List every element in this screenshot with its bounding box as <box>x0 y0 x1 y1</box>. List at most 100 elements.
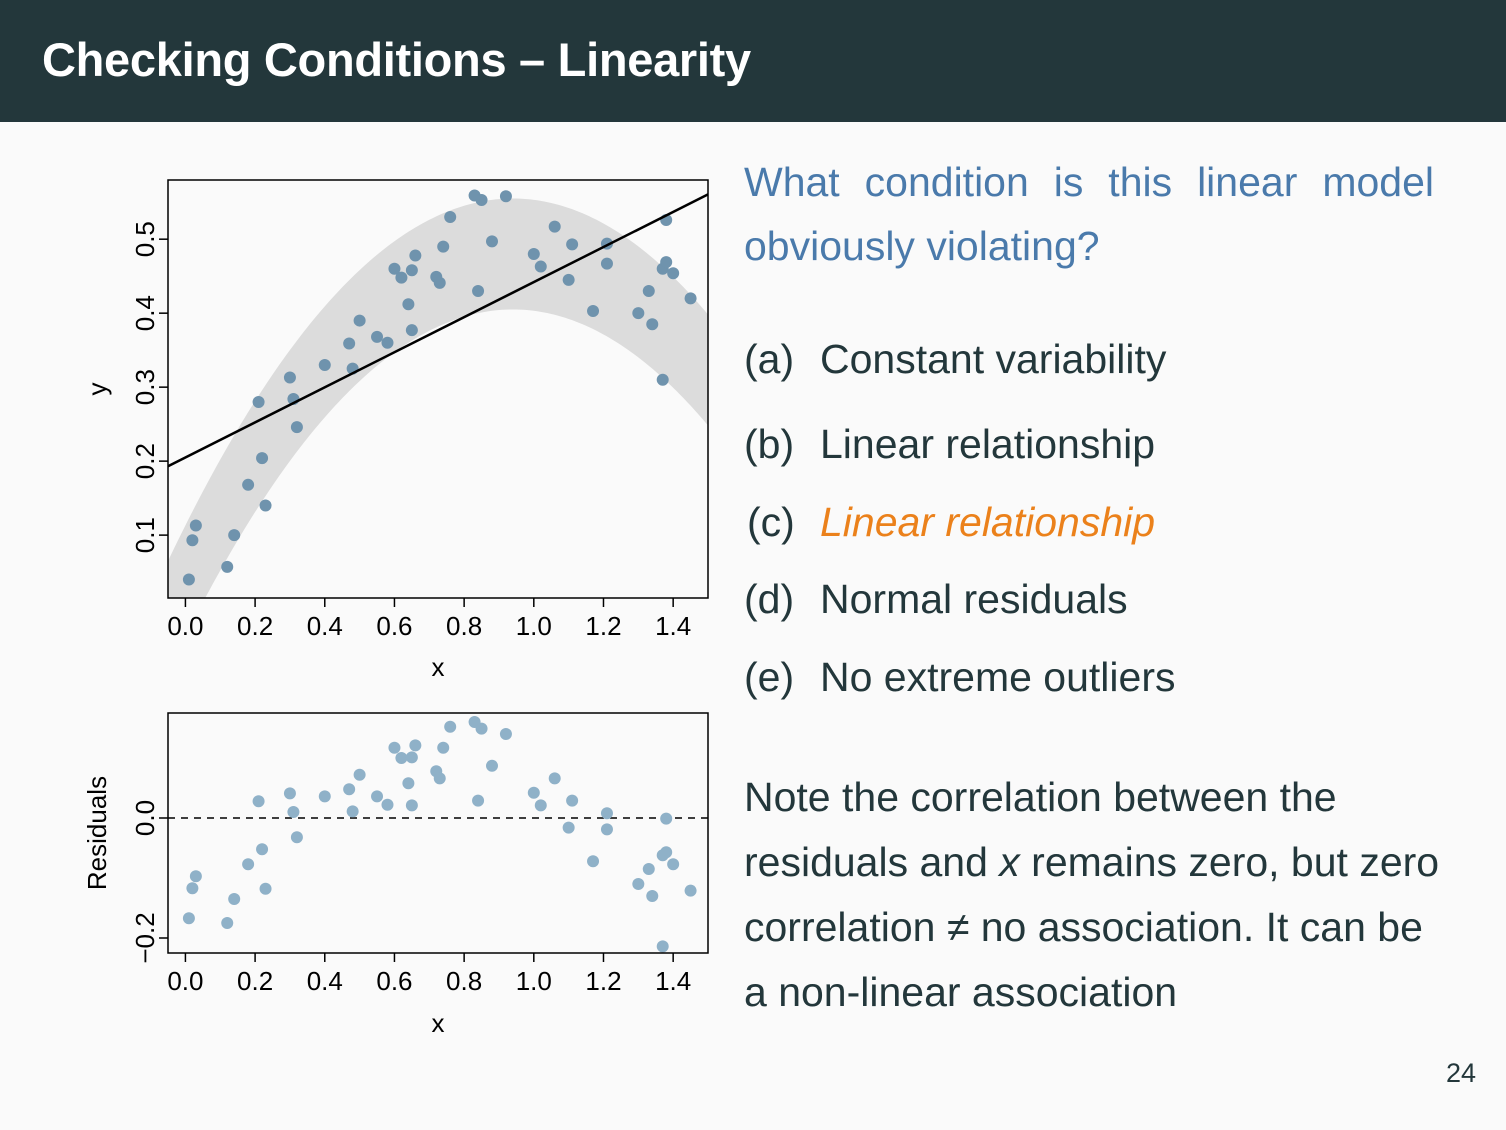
option-letter: (c) <box>747 499 795 545</box>
x-tick-label: 1.2 <box>585 966 621 996</box>
data-point <box>381 798 394 811</box>
x-tick-label: 0.0 <box>167 611 203 641</box>
data-point <box>252 795 265 808</box>
data-point <box>371 790 384 803</box>
data-point <box>660 256 673 269</box>
data-point <box>600 823 613 836</box>
data-point <box>472 284 485 297</box>
data-point <box>684 884 697 897</box>
data-point <box>684 292 697 305</box>
data-point <box>405 264 418 277</box>
note-part-2: remains zero, but zero correlation ≠ no … <box>744 839 1440 1015</box>
x-tick-label: 1.0 <box>516 611 552 641</box>
data-point <box>318 358 331 371</box>
data-point <box>228 893 241 905</box>
data-point <box>252 395 265 408</box>
option-text: Normal residuals <box>820 576 1128 622</box>
y-tick-label: 0.5 <box>130 221 160 257</box>
page-number: 24 <box>1445 1058 1476 1088</box>
data-point <box>388 262 401 275</box>
data-point <box>290 831 303 844</box>
option-letter: (e) <box>744 654 795 700</box>
data-point <box>646 318 659 331</box>
data-point <box>475 722 488 735</box>
x-tick-label: 0.6 <box>376 611 412 641</box>
data-point <box>395 752 408 764</box>
data-point <box>642 863 655 875</box>
data-point <box>587 855 600 868</box>
data-point <box>256 843 269 856</box>
data-point <box>562 273 575 286</box>
residual-plot-frame <box>167 712 709 954</box>
x-tick-label: 1.2 <box>585 611 621 641</box>
data-point <box>290 421 303 434</box>
question-text: What condition is this linear model obvi… <box>744 159 1434 269</box>
y-tick-label: 0.3 <box>130 369 160 405</box>
data-point <box>283 787 296 800</box>
y-tick-label: 0.4 <box>130 295 160 331</box>
data-point <box>182 573 195 586</box>
data-point <box>444 210 457 223</box>
data-point <box>283 371 296 384</box>
data-point <box>405 324 418 337</box>
data-point <box>318 790 331 803</box>
data-point <box>646 890 659 902</box>
data-point <box>221 917 234 929</box>
data-point <box>600 257 613 270</box>
x-tick-label: 0.8 <box>446 966 482 996</box>
data-point <box>353 768 366 781</box>
data-point <box>433 276 446 289</box>
data-point <box>656 940 669 953</box>
x-tick-label: 0.2 <box>237 966 273 996</box>
data-point <box>527 247 540 260</box>
x-axis-label: x <box>432 652 445 682</box>
data-point <box>486 235 498 248</box>
data-point <box>409 249 422 262</box>
option-text-highlighted: Linear relationship <box>820 499 1156 545</box>
data-point <box>444 720 457 733</box>
option-b: (b) Linear relationship <box>744 421 1155 468</box>
option-text: Constant variability <box>820 336 1167 382</box>
data-point <box>346 805 359 818</box>
data-point <box>632 878 645 890</box>
x-tick-label: 1.0 <box>516 966 552 996</box>
data-point <box>600 807 613 820</box>
data-point <box>499 728 512 740</box>
data-point <box>656 373 669 386</box>
option-d: (d) Normal residuals <box>744 576 1128 623</box>
data-point <box>242 478 255 491</box>
data-point <box>343 783 356 796</box>
data-point <box>186 882 199 895</box>
residual-plot: 0.0 0.2 0.4 0.6 0.8 1.0 1.2 1.4 −0.20.0 x Resid… <box>82 712 709 1038</box>
scatter-plot-y-vs-x: 0.0 0.2 0.4 0.6 0.8 1.0 1.2 1.4 0.1 0.2 0.3 0.4 0.5… <box>82 179 709 682</box>
data-point <box>548 772 561 785</box>
confidence-band <box>168 198 708 598</box>
data-point <box>221 560 234 573</box>
data-point <box>566 238 579 251</box>
data-point <box>259 499 272 512</box>
x-tick-label: 0.0 <box>167 966 203 996</box>
data-point <box>548 220 561 233</box>
x-tick-label: 0.6 <box>376 966 412 996</box>
data-point <box>632 307 645 320</box>
data-point <box>499 190 512 203</box>
note-text: Note the correlation between the residua… <box>744 765 1444 1025</box>
data-point <box>534 260 547 273</box>
data-point <box>371 330 384 343</box>
data-point <box>534 799 547 812</box>
data-point <box>402 777 415 790</box>
data-point <box>242 858 255 871</box>
data-point <box>228 529 241 542</box>
option-c-highlighted: (c) Linear relationship <box>744 499 1155 546</box>
data-point <box>395 271 408 284</box>
data-point <box>660 812 673 825</box>
data-point <box>667 858 680 871</box>
data-point <box>486 759 498 772</box>
option-text: Linear relationship <box>820 421 1156 467</box>
y-tick-label: −0.2 <box>130 912 160 963</box>
data-point <box>353 314 366 327</box>
data-point <box>437 240 450 253</box>
y-tick-label: 0.0 <box>130 800 160 836</box>
data-point <box>256 452 269 465</box>
data-point <box>189 870 202 883</box>
